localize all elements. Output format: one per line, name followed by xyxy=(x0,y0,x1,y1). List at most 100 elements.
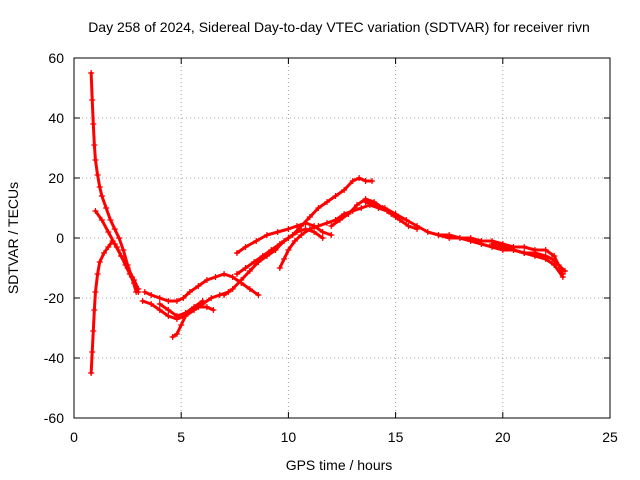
y-tick-label: 60 xyxy=(48,50,64,66)
data-point xyxy=(392,211,399,217)
data-point xyxy=(89,349,96,355)
data-point xyxy=(246,268,253,274)
data-point xyxy=(203,277,210,283)
data-point xyxy=(478,241,485,247)
data-point xyxy=(233,271,240,277)
data-point xyxy=(229,286,236,292)
data-point xyxy=(116,235,123,241)
data-point xyxy=(199,298,206,304)
data-point xyxy=(349,178,356,184)
data-point xyxy=(561,268,568,274)
data-point xyxy=(131,277,138,283)
data-point xyxy=(381,205,388,211)
data-point xyxy=(311,229,318,235)
data-point xyxy=(489,241,496,247)
data-point xyxy=(178,322,185,328)
data-point xyxy=(255,292,262,298)
data-point xyxy=(221,292,228,298)
data-point xyxy=(362,199,369,205)
chart-title: Day 258 of 2024, Sidereal Day-to-day VTE… xyxy=(88,19,590,35)
data-point xyxy=(173,331,180,337)
data-point xyxy=(105,229,112,235)
grid xyxy=(74,58,610,418)
data-point xyxy=(111,241,118,247)
y-axis-label: SDTVAR / TECUs xyxy=(5,182,21,294)
x-tick-label: 15 xyxy=(388,429,404,445)
data-point xyxy=(180,295,187,301)
data-point xyxy=(456,235,463,241)
data-point xyxy=(118,253,125,259)
data-point xyxy=(88,370,95,376)
data-point xyxy=(101,250,108,256)
y-tick-label: 20 xyxy=(48,170,64,186)
data-point xyxy=(499,244,506,250)
data-point xyxy=(103,205,110,211)
data-point xyxy=(345,211,352,217)
data-point xyxy=(354,202,361,208)
data-point xyxy=(89,97,96,103)
data-point xyxy=(96,184,103,190)
data-point xyxy=(229,274,236,280)
data-point xyxy=(259,253,266,259)
data-point xyxy=(285,235,292,241)
data-point xyxy=(92,289,99,295)
data-point xyxy=(165,313,172,319)
data-point xyxy=(210,307,217,313)
data-point xyxy=(208,295,215,301)
data-point xyxy=(173,298,180,304)
data-point xyxy=(276,241,283,247)
data-point xyxy=(120,247,127,253)
data-point xyxy=(306,214,313,220)
data-point xyxy=(242,244,249,250)
data-point xyxy=(88,70,95,76)
data-point xyxy=(332,193,339,199)
data-point xyxy=(285,226,292,232)
data-point xyxy=(542,247,549,253)
data-point xyxy=(141,289,148,295)
data-point xyxy=(253,238,260,244)
data-point xyxy=(156,295,163,301)
data-point xyxy=(319,229,326,235)
data-point xyxy=(291,238,298,244)
data-point xyxy=(148,292,155,298)
data-point xyxy=(156,307,163,313)
data-point xyxy=(98,193,105,199)
data-point xyxy=(315,223,322,229)
series-arc-15 xyxy=(489,241,568,274)
data-point xyxy=(559,274,566,280)
data-point xyxy=(369,178,376,184)
data-point xyxy=(276,265,283,271)
data-point xyxy=(165,298,172,304)
y-tick-label: -40 xyxy=(44,350,64,366)
data-point xyxy=(298,232,305,238)
data-point xyxy=(403,217,410,223)
data-point xyxy=(111,226,118,232)
data-point xyxy=(139,298,146,304)
data-point xyxy=(233,250,240,256)
series-line xyxy=(89,71,138,294)
data-point xyxy=(467,238,474,244)
data-point xyxy=(323,199,330,205)
data-point xyxy=(105,244,112,250)
data-point xyxy=(274,229,281,235)
data-point xyxy=(246,286,253,292)
data-point xyxy=(319,235,326,241)
data-point xyxy=(148,301,155,307)
data-point xyxy=(435,232,442,238)
data-point xyxy=(96,259,103,265)
data-point xyxy=(328,232,335,238)
data-point xyxy=(242,265,249,271)
y-tick-labels: -60 -40 -20 0 20 40 60 xyxy=(44,50,64,426)
data-point xyxy=(341,187,348,193)
series-line xyxy=(158,299,205,318)
data-point xyxy=(531,250,538,256)
x-tick-label: 10 xyxy=(281,429,297,445)
data-point xyxy=(414,223,421,229)
data-point xyxy=(173,313,180,319)
data-point xyxy=(94,271,101,277)
data-point xyxy=(285,247,292,253)
data-point xyxy=(91,142,98,148)
data-point xyxy=(186,289,193,295)
x-axis-label: GPS time / hours xyxy=(286,457,393,473)
